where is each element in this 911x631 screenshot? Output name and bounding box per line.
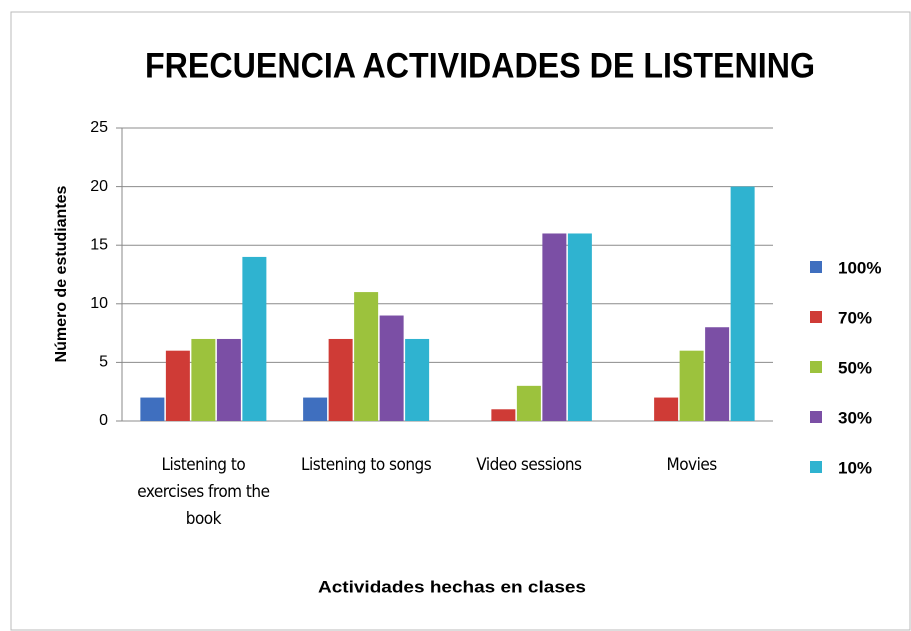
- legend-swatch: [810, 261, 822, 273]
- x-axis-label: Actividades hechas en clases: [318, 577, 586, 596]
- legend-swatch: [810, 461, 822, 473]
- x-tick-label: Listening to songs: [300, 455, 432, 475]
- bar: [165, 350, 190, 421]
- y-tick-label: 20: [90, 178, 108, 195]
- bar: [328, 338, 353, 421]
- y-tick-label: 25: [90, 119, 108, 136]
- bar: [216, 338, 241, 421]
- y-axis-label: Número de estudiantes: [53, 185, 70, 362]
- x-tick-label: Movies: [666, 455, 718, 475]
- y-tick-label: 5: [99, 354, 108, 371]
- y-tick-label: 0: [99, 412, 108, 429]
- x-tick-label: Listening to exercises from the book: [137, 455, 270, 529]
- bar: [379, 315, 404, 421]
- legend-swatch: [810, 311, 822, 323]
- bar: [705, 327, 730, 421]
- bar: [354, 292, 379, 421]
- legend-label: 100%: [838, 258, 881, 277]
- legend-swatch: [810, 411, 822, 423]
- chart-frame: [10, 11, 911, 631]
- bar: [303, 397, 328, 421]
- y-tick-label: 15: [90, 236, 108, 253]
- bar: [140, 397, 165, 421]
- chart-title: FRECUENCIA ACTIVIDADES DE LISTENING: [145, 46, 815, 85]
- legend-label: 10%: [838, 458, 872, 477]
- bar: [242, 256, 267, 421]
- legend-label: 30%: [838, 408, 872, 427]
- legend-swatch: [810, 361, 822, 373]
- bar: [730, 186, 755, 421]
- legend-label: 50%: [838, 358, 872, 377]
- bar: [405, 338, 430, 421]
- legend-label: 70%: [838, 308, 872, 327]
- y-tick-label: 10: [90, 295, 108, 312]
- bar: [491, 409, 516, 421]
- bar: [567, 233, 592, 421]
- bar: [679, 350, 704, 421]
- bar: [191, 338, 216, 421]
- bar: [516, 385, 541, 421]
- bar: [542, 233, 567, 421]
- bar: [654, 397, 679, 421]
- x-tick-label: Video sessions: [476, 455, 582, 475]
